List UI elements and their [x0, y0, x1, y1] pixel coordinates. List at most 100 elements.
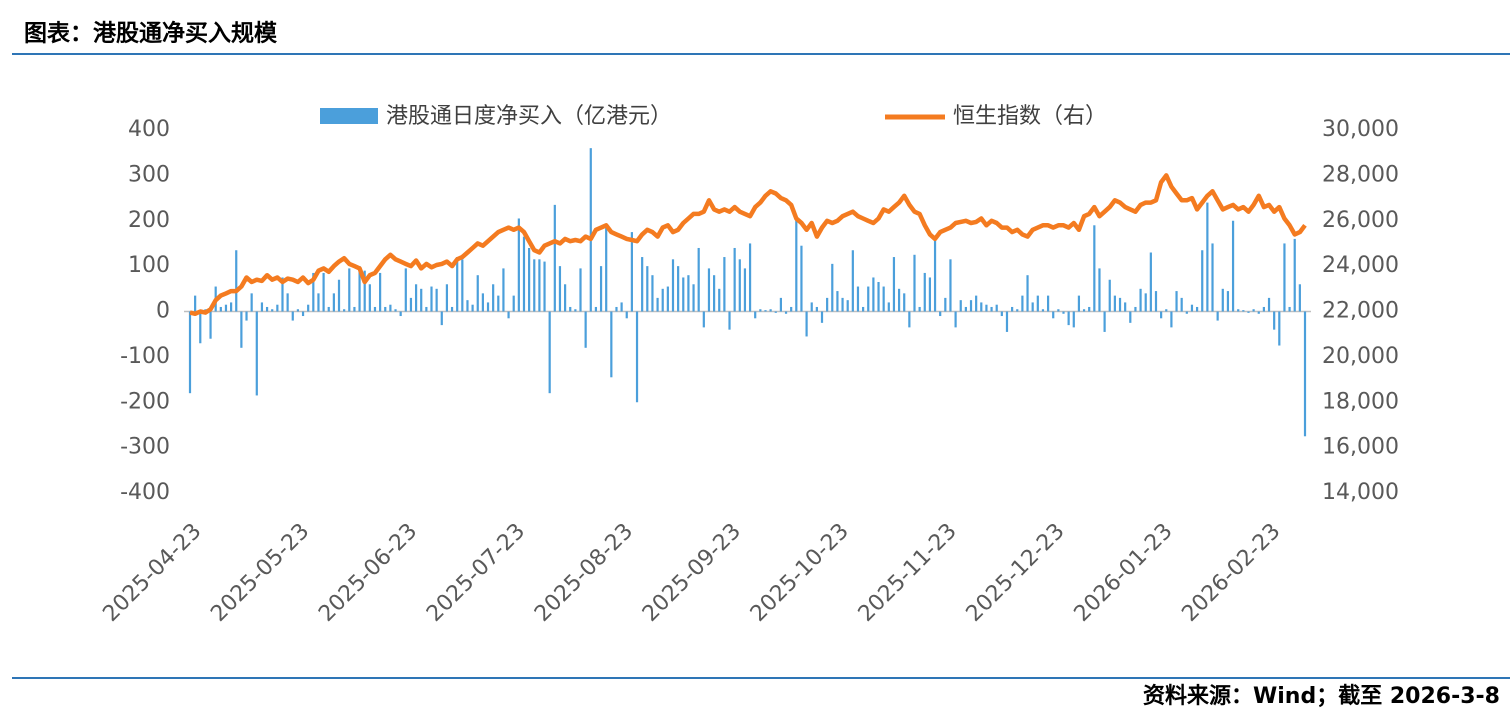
bar	[353, 306, 356, 312]
bar	[641, 257, 644, 312]
bar	[867, 286, 870, 312]
bar	[1021, 295, 1024, 312]
bar	[1211, 243, 1214, 312]
y-tick-label: 400	[128, 117, 170, 142]
bar	[738, 259, 741, 312]
bar	[800, 245, 803, 312]
bar	[332, 293, 335, 312]
bar	[1098, 268, 1101, 312]
bar	[908, 311, 911, 328]
bar	[702, 311, 705, 328]
bar	[1195, 306, 1199, 312]
bar	[584, 311, 587, 348]
bar	[420, 288, 423, 312]
bar	[995, 304, 998, 312]
bar	[990, 306, 993, 312]
bar	[1216, 311, 1219, 321]
bar	[1103, 311, 1106, 332]
bar	[1072, 311, 1075, 328]
bar	[384, 306, 387, 312]
bar	[389, 304, 392, 312]
bar	[435, 288, 438, 312]
bar	[409, 297, 413, 312]
y2-tick-label: 14,000	[1322, 480, 1399, 505]
bar	[265, 306, 269, 312]
bar	[666, 286, 669, 312]
bar	[404, 268, 407, 312]
bar	[1108, 279, 1111, 312]
bar	[373, 306, 377, 312]
bar	[255, 311, 258, 396]
bar	[219, 306, 222, 312]
bar	[445, 284, 449, 312]
bar	[1160, 311, 1163, 319]
bar	[923, 272, 926, 312]
bar	[312, 272, 315, 312]
bar	[831, 263, 834, 312]
bar	[199, 311, 202, 344]
bar	[661, 288, 664, 312]
bar	[790, 306, 793, 312]
bar	[1005, 311, 1009, 332]
bar	[862, 306, 865, 312]
y2-tick-label: 24,000	[1322, 253, 1399, 278]
bar	[1231, 220, 1235, 312]
x-tick-label: 2025-05-23	[206, 519, 314, 627]
bar	[625, 311, 628, 319]
bar	[656, 297, 659, 312]
bar	[1077, 295, 1081, 312]
bar	[980, 302, 983, 312]
bar	[538, 259, 541, 312]
legend-swatch	[320, 108, 378, 124]
bar	[784, 311, 788, 314]
y2-tick-label: 20,000	[1322, 344, 1399, 369]
bar	[851, 250, 854, 312]
bar	[1113, 295, 1116, 312]
bar	[1046, 295, 1050, 312]
bar	[286, 293, 289, 312]
bar	[1067, 311, 1070, 326]
bar	[651, 275, 654, 312]
bar	[964, 306, 967, 312]
bar	[301, 311, 305, 317]
bar	[589, 148, 592, 312]
y2-tick-label: 22,000	[1322, 299, 1399, 324]
bar	[471, 304, 474, 312]
bar	[682, 277, 685, 312]
y2-tick-label: 28,000	[1322, 162, 1399, 187]
bar	[646, 266, 649, 312]
bar	[281, 277, 284, 312]
bar	[348, 268, 351, 312]
bar	[1252, 309, 1255, 312]
legend-label: 港股通日度净买入（亿港元）	[386, 104, 672, 129]
bar	[276, 304, 279, 312]
bar	[969, 300, 973, 312]
bar	[533, 259, 536, 312]
bar	[887, 302, 890, 312]
bar	[1201, 250, 1204, 312]
bar	[1278, 311, 1281, 346]
bar	[949, 259, 952, 312]
bar	[379, 272, 382, 312]
y-tick-label: -100	[120, 344, 170, 369]
bar	[687, 275, 690, 312]
bar	[841, 297, 844, 312]
bar	[1000, 311, 1003, 317]
bar	[558, 266, 562, 312]
bar	[1139, 288, 1142, 312]
bar	[1288, 306, 1291, 312]
bar	[497, 295, 500, 312]
y2-tick-label: 18,000	[1322, 389, 1399, 414]
bar	[759, 309, 762, 312]
bar	[918, 306, 921, 312]
bar	[985, 304, 988, 312]
bar	[954, 311, 957, 328]
bar	[826, 297, 829, 312]
bar	[456, 257, 459, 312]
bar	[913, 254, 916, 312]
line-series	[189, 173, 1307, 317]
bar	[1237, 309, 1240, 312]
legend-label: 恒生指数（右）	[953, 104, 1107, 129]
y-tick-label: -300	[120, 435, 170, 460]
